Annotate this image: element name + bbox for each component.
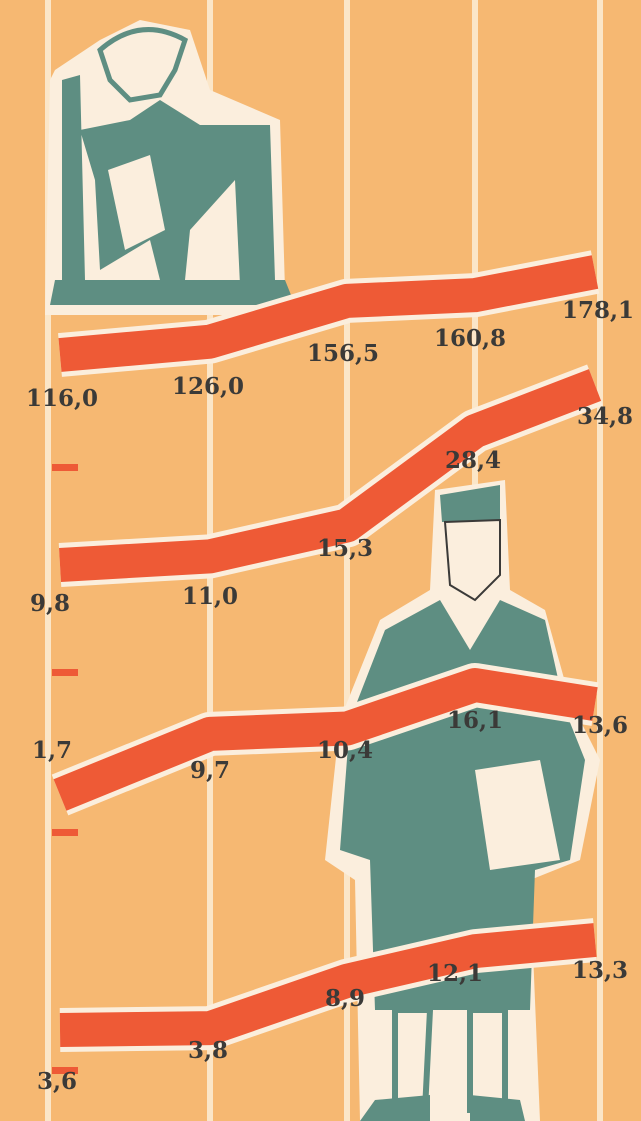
- value-label: 11,0: [182, 583, 238, 610]
- value-label: 13,6: [572, 712, 628, 739]
- value-label: 3,6: [37, 1068, 77, 1095]
- value-label: 116,0: [26, 385, 98, 412]
- value-label: 13,3: [572, 957, 628, 984]
- marks: 116,0 126,0 156,5 160,8 178,1 9,8 11,0 15,3 28,4…: [26, 250, 634, 1095]
- dashes: [52, 464, 78, 1074]
- value-label: 9,8: [30, 590, 70, 617]
- value-label: 16,1: [447, 707, 503, 734]
- value-label: 15,3: [317, 535, 373, 562]
- line: [53, 668, 598, 811]
- line: [58, 255, 599, 372]
- line: [59, 369, 602, 582]
- value-label: 12,1: [427, 960, 483, 987]
- dash: [52, 829, 78, 836]
- student-figure: [45, 20, 300, 315]
- dash: [52, 669, 78, 676]
- column-line: [344, 0, 350, 1121]
- column-line: [45, 0, 51, 1121]
- line: [59, 923, 597, 1047]
- dash: [52, 464, 78, 471]
- value-label: 28,4: [445, 447, 501, 474]
- value-label: 3,8: [188, 1037, 228, 1064]
- value-label: 1,7: [32, 737, 72, 764]
- value-label: 8,9: [325, 985, 365, 1012]
- value-label: 126,0: [172, 373, 244, 400]
- dash: [52, 1067, 78, 1074]
- value-label: 160,8: [434, 325, 506, 352]
- value-label: 9,7: [190, 757, 230, 784]
- value-label: 178,1: [562, 297, 634, 324]
- value-label: 10,4: [317, 737, 373, 764]
- column-line: [597, 0, 603, 1121]
- value-label: 156,5: [307, 340, 379, 367]
- value-label: 34,8: [577, 403, 633, 430]
